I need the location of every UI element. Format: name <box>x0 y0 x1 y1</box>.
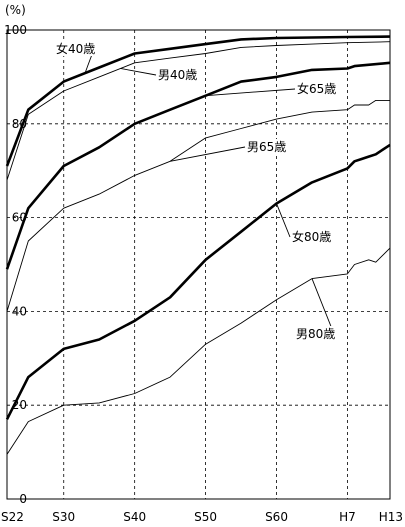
annotation-label-6: 男80歳 <box>296 327 335 341</box>
series-line-4 <box>6 99 390 312</box>
annotation-label-bg-6 <box>295 326 337 341</box>
plot-frame <box>6 29 391 500</box>
annotation-label-4: 男65歳 <box>247 140 286 154</box>
annotation-leader-6 <box>311 278 335 335</box>
annotation-label-bg-3 <box>296 81 338 96</box>
annotation-label-2: 男40歳 <box>158 68 197 82</box>
annotation-label-bg-4 <box>246 139 288 154</box>
x-tick-label-S50: S50 <box>194 510 217 524</box>
grid-layer <box>7 30 390 499</box>
y-tick-label-60: 60 <box>12 211 27 225</box>
x-tick-label-S40: S40 <box>123 510 146 524</box>
annotation-leader-5 <box>276 203 291 238</box>
annotation-leader-4 <box>170 146 246 162</box>
series-line-2 <box>6 41 391 181</box>
annotation-label-3: 女65歳 <box>297 81 336 96</box>
annotation-label-bg-2 <box>157 67 199 82</box>
annotation-label-5: 女80歳 <box>292 229 331 244</box>
y-axis-unit-label: (%) <box>5 3 26 17</box>
annotation-label-bg-1 <box>55 41 97 56</box>
x-tick-label-H7: H7 <box>339 510 356 524</box>
x-tick-label-S60: S60 <box>265 510 288 524</box>
series-line-6 <box>6 247 391 455</box>
series-line-5 <box>5 143 391 420</box>
y-tick-label-80: 80 <box>12 117 27 131</box>
x-tick-label-S22: S22 <box>1 510 24 524</box>
annotation-label-bg-5 <box>291 229 333 244</box>
y-tick-label-40: 40 <box>12 304 27 318</box>
x-tick-label-S30: S30 <box>52 510 75 524</box>
annotation-leader-2 <box>120 68 157 76</box>
y-tick-label-20: 20 <box>12 398 27 412</box>
series-layer <box>5 35 391 455</box>
series-line-1 <box>5 35 391 167</box>
annotation-label-1: 女40歳 <box>56 41 95 56</box>
x-tick-label-H13: H13 <box>379 510 403 524</box>
annotation-leader-3 <box>205 88 296 97</box>
